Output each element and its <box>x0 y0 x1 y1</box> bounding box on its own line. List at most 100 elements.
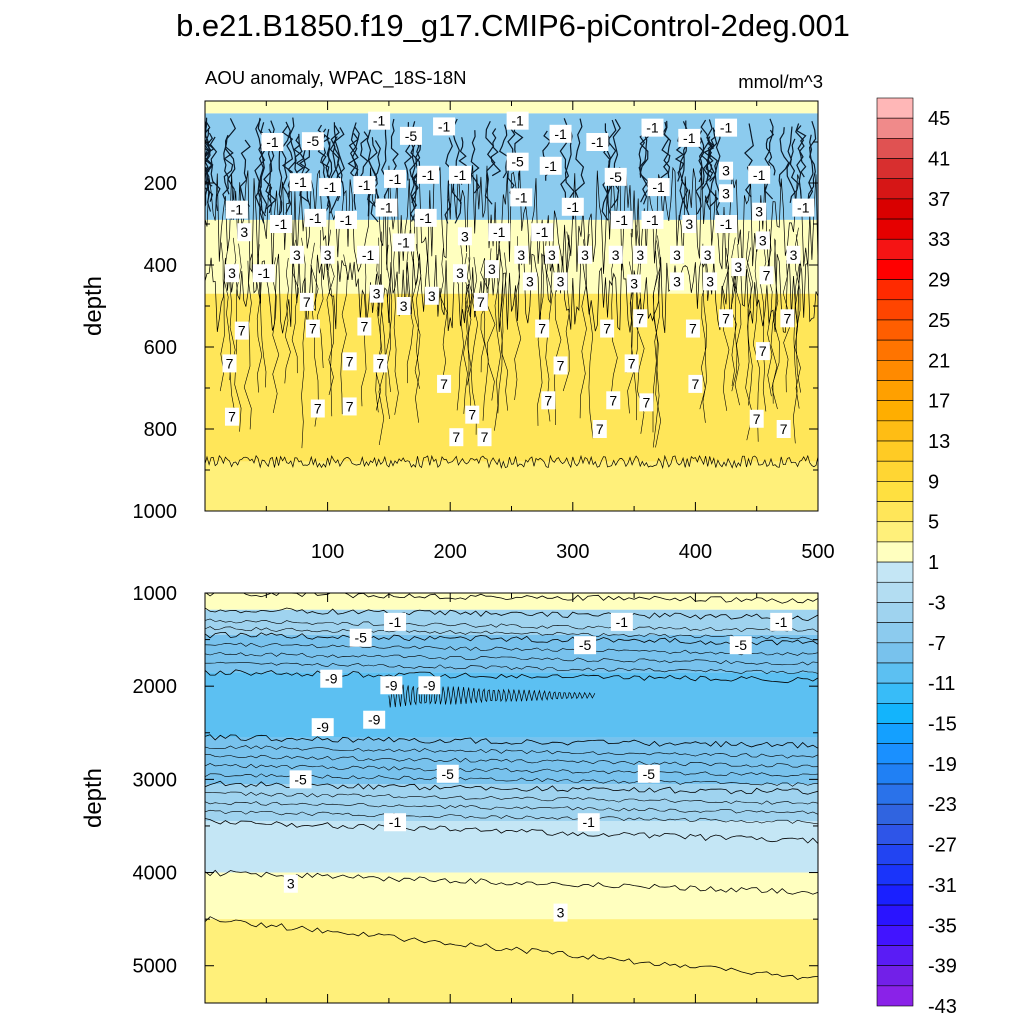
contour-label: 7 <box>465 405 480 424</box>
contour-line <box>205 164 818 274</box>
contour-label-text: 3 <box>228 265 236 281</box>
contour-label: 3 <box>283 874 298 893</box>
contour-label-text: -1 <box>591 134 604 150</box>
contour-label: 7 <box>685 319 700 338</box>
contour-label: 7 <box>477 428 492 447</box>
contour-line <box>409 130 417 222</box>
contour-label-text: 3 <box>240 224 248 240</box>
contour-line <box>807 134 816 209</box>
contour-label-text: 3 <box>630 275 638 291</box>
colorbar-box <box>876 178 914 200</box>
colorbar-label: -7 <box>928 633 946 655</box>
contour-label-text: -9 <box>423 677 436 693</box>
contour-label-text: 3 <box>488 261 496 277</box>
contour-line <box>610 119 621 209</box>
contour-line <box>255 118 267 217</box>
contour-label: -1 <box>577 813 600 832</box>
contour-line <box>415 225 422 423</box>
contour-line <box>259 262 267 388</box>
contour-label: 3 <box>424 286 439 305</box>
contour-label: 3 <box>633 245 648 264</box>
contour-line <box>498 124 509 179</box>
colorbar-box <box>876 824 914 845</box>
contour-label: -1 <box>353 176 376 195</box>
contour-line <box>695 137 705 215</box>
contour-line <box>205 454 818 470</box>
contour-line <box>378 231 386 446</box>
contour-label-text: -1 <box>275 216 288 232</box>
contour-label-text: -9 <box>325 671 338 687</box>
contour-label-text: 7 <box>376 355 384 371</box>
contour-label-text: 7 <box>303 294 311 310</box>
colorbar-box <box>876 682 914 704</box>
contour-label: 7 <box>222 354 237 373</box>
contour-label: -1 <box>647 178 670 197</box>
contour-label-text: 3 <box>461 228 469 244</box>
contour-label: -1 <box>506 111 529 130</box>
contour-label-text: 3 <box>293 247 301 263</box>
contour-label: 3 <box>719 184 734 203</box>
contour-line <box>205 916 818 980</box>
contour-label-text: 3 <box>722 163 730 179</box>
contour-label: -5 <box>289 770 312 789</box>
contour-label: 7 <box>688 374 703 393</box>
contour-label-text: -1 <box>775 614 788 630</box>
contour-label-text: 3 <box>790 247 798 263</box>
contour-label-text: 7 <box>481 429 489 445</box>
contour-label: 7 <box>633 309 648 328</box>
colorbar-label: -27 <box>928 835 957 857</box>
colorbar-box <box>876 158 914 180</box>
contour-label: 3 <box>289 245 304 264</box>
contour-label: -9 <box>363 710 386 729</box>
contour-label-text: -5 <box>442 766 455 782</box>
contour-label-text: -5 <box>511 154 524 170</box>
contour-label-text: -9 <box>316 719 329 735</box>
y-tick-label: 5000 <box>133 956 178 978</box>
contour-line <box>205 734 818 749</box>
colorbar-label: -39 <box>928 956 957 978</box>
contour-label-text: -1 <box>515 189 528 205</box>
contour-label-text: 7 <box>783 310 791 326</box>
contour-label: -1 <box>586 133 609 151</box>
contour-label-text: -1 <box>231 202 244 218</box>
contour-label: 7 <box>373 354 388 373</box>
contour-label-text: 7 <box>477 294 485 310</box>
contour-label-text: 3 <box>704 247 712 263</box>
contour-band <box>205 634 818 673</box>
contour-label-text: -1 <box>511 113 524 129</box>
contour-label-text: 3 <box>548 247 556 263</box>
contour-line <box>794 245 802 409</box>
contour-line <box>205 631 818 646</box>
contour-label: -5 <box>506 152 529 171</box>
contour-label-text: -1 <box>373 113 386 129</box>
contour-band <box>205 609 818 635</box>
contour-label-text: -5 <box>405 128 418 144</box>
contour-label: 3 <box>731 258 746 277</box>
contour-label: -1 <box>357 245 380 264</box>
contour-label: 7 <box>755 342 770 361</box>
contour-label: 7 <box>224 407 239 426</box>
contour-label-text: 7 <box>557 357 565 373</box>
colorbar-box <box>876 924 914 946</box>
colorbar-label: 45 <box>928 108 950 130</box>
contour-label-text: -1 <box>616 614 629 630</box>
contour-line <box>484 120 496 205</box>
contour-label-text: -1 <box>536 224 549 240</box>
contour-label: -1 <box>488 223 511 242</box>
colorbar-label: -43 <box>928 996 957 1018</box>
contour-label-text: 7 <box>722 310 730 326</box>
colorbar-box <box>876 763 914 785</box>
contour-label-text: 3 <box>428 288 436 304</box>
contour-label-text: 7 <box>603 321 611 337</box>
y-tick-label: 800 <box>144 419 177 441</box>
contour-label: 3 <box>719 161 734 180</box>
contour-label: -9 <box>418 676 441 695</box>
contour-label-text: -1 <box>652 179 665 195</box>
contour-line <box>205 754 818 768</box>
contour-label-text: 3 <box>557 905 565 921</box>
colorbar-box <box>876 703 914 724</box>
contour-line <box>205 763 818 777</box>
contour-label-text: -1 <box>554 126 567 142</box>
contour-label-text: -1 <box>797 200 810 216</box>
contour-label-text: 7 <box>636 310 644 326</box>
